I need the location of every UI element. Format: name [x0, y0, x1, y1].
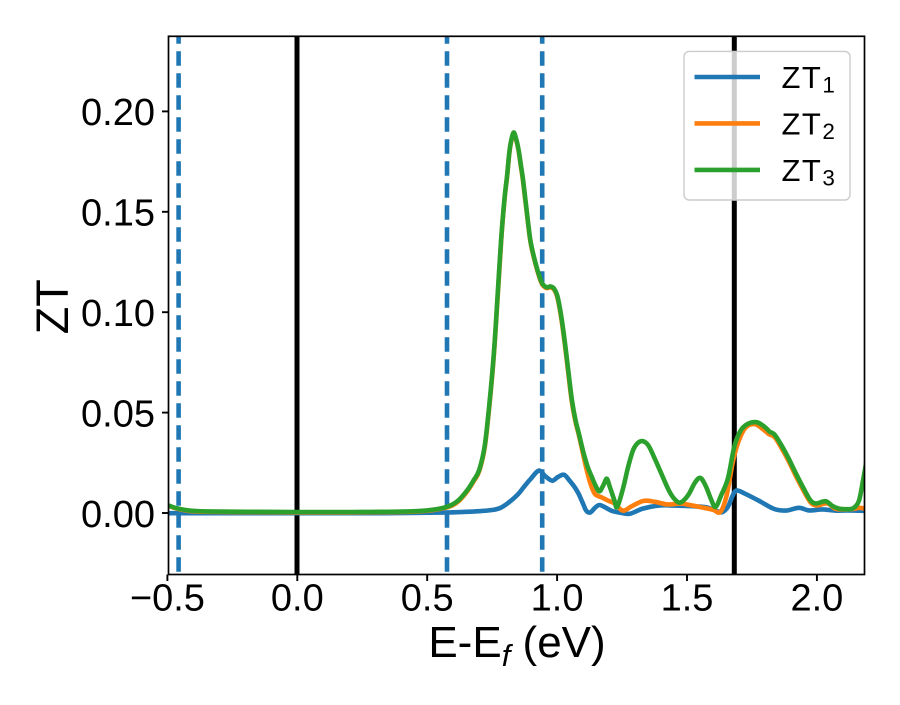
svg-text:1.0: 1.0 — [531, 578, 584, 620]
svg-text:0.10: 0.10 — [81, 293, 155, 335]
svg-text:0.15: 0.15 — [81, 193, 155, 235]
svg-text:0.05: 0.05 — [81, 393, 155, 435]
svg-text:ZT: ZT — [27, 279, 78, 334]
svg-text:1.5: 1.5 — [661, 578, 714, 620]
svg-text:0.5: 0.5 — [401, 578, 454, 620]
svg-text:0.0: 0.0 — [271, 578, 324, 620]
svg-text:−0.5: −0.5 — [130, 578, 205, 620]
svg-text:E-Ef (eV): E-Ef (eV) — [428, 618, 605, 673]
svg-text:2.0: 2.0 — [790, 578, 843, 620]
svg-text:0.20: 0.20 — [81, 92, 155, 134]
svg-text:0.00: 0.00 — [81, 494, 155, 536]
